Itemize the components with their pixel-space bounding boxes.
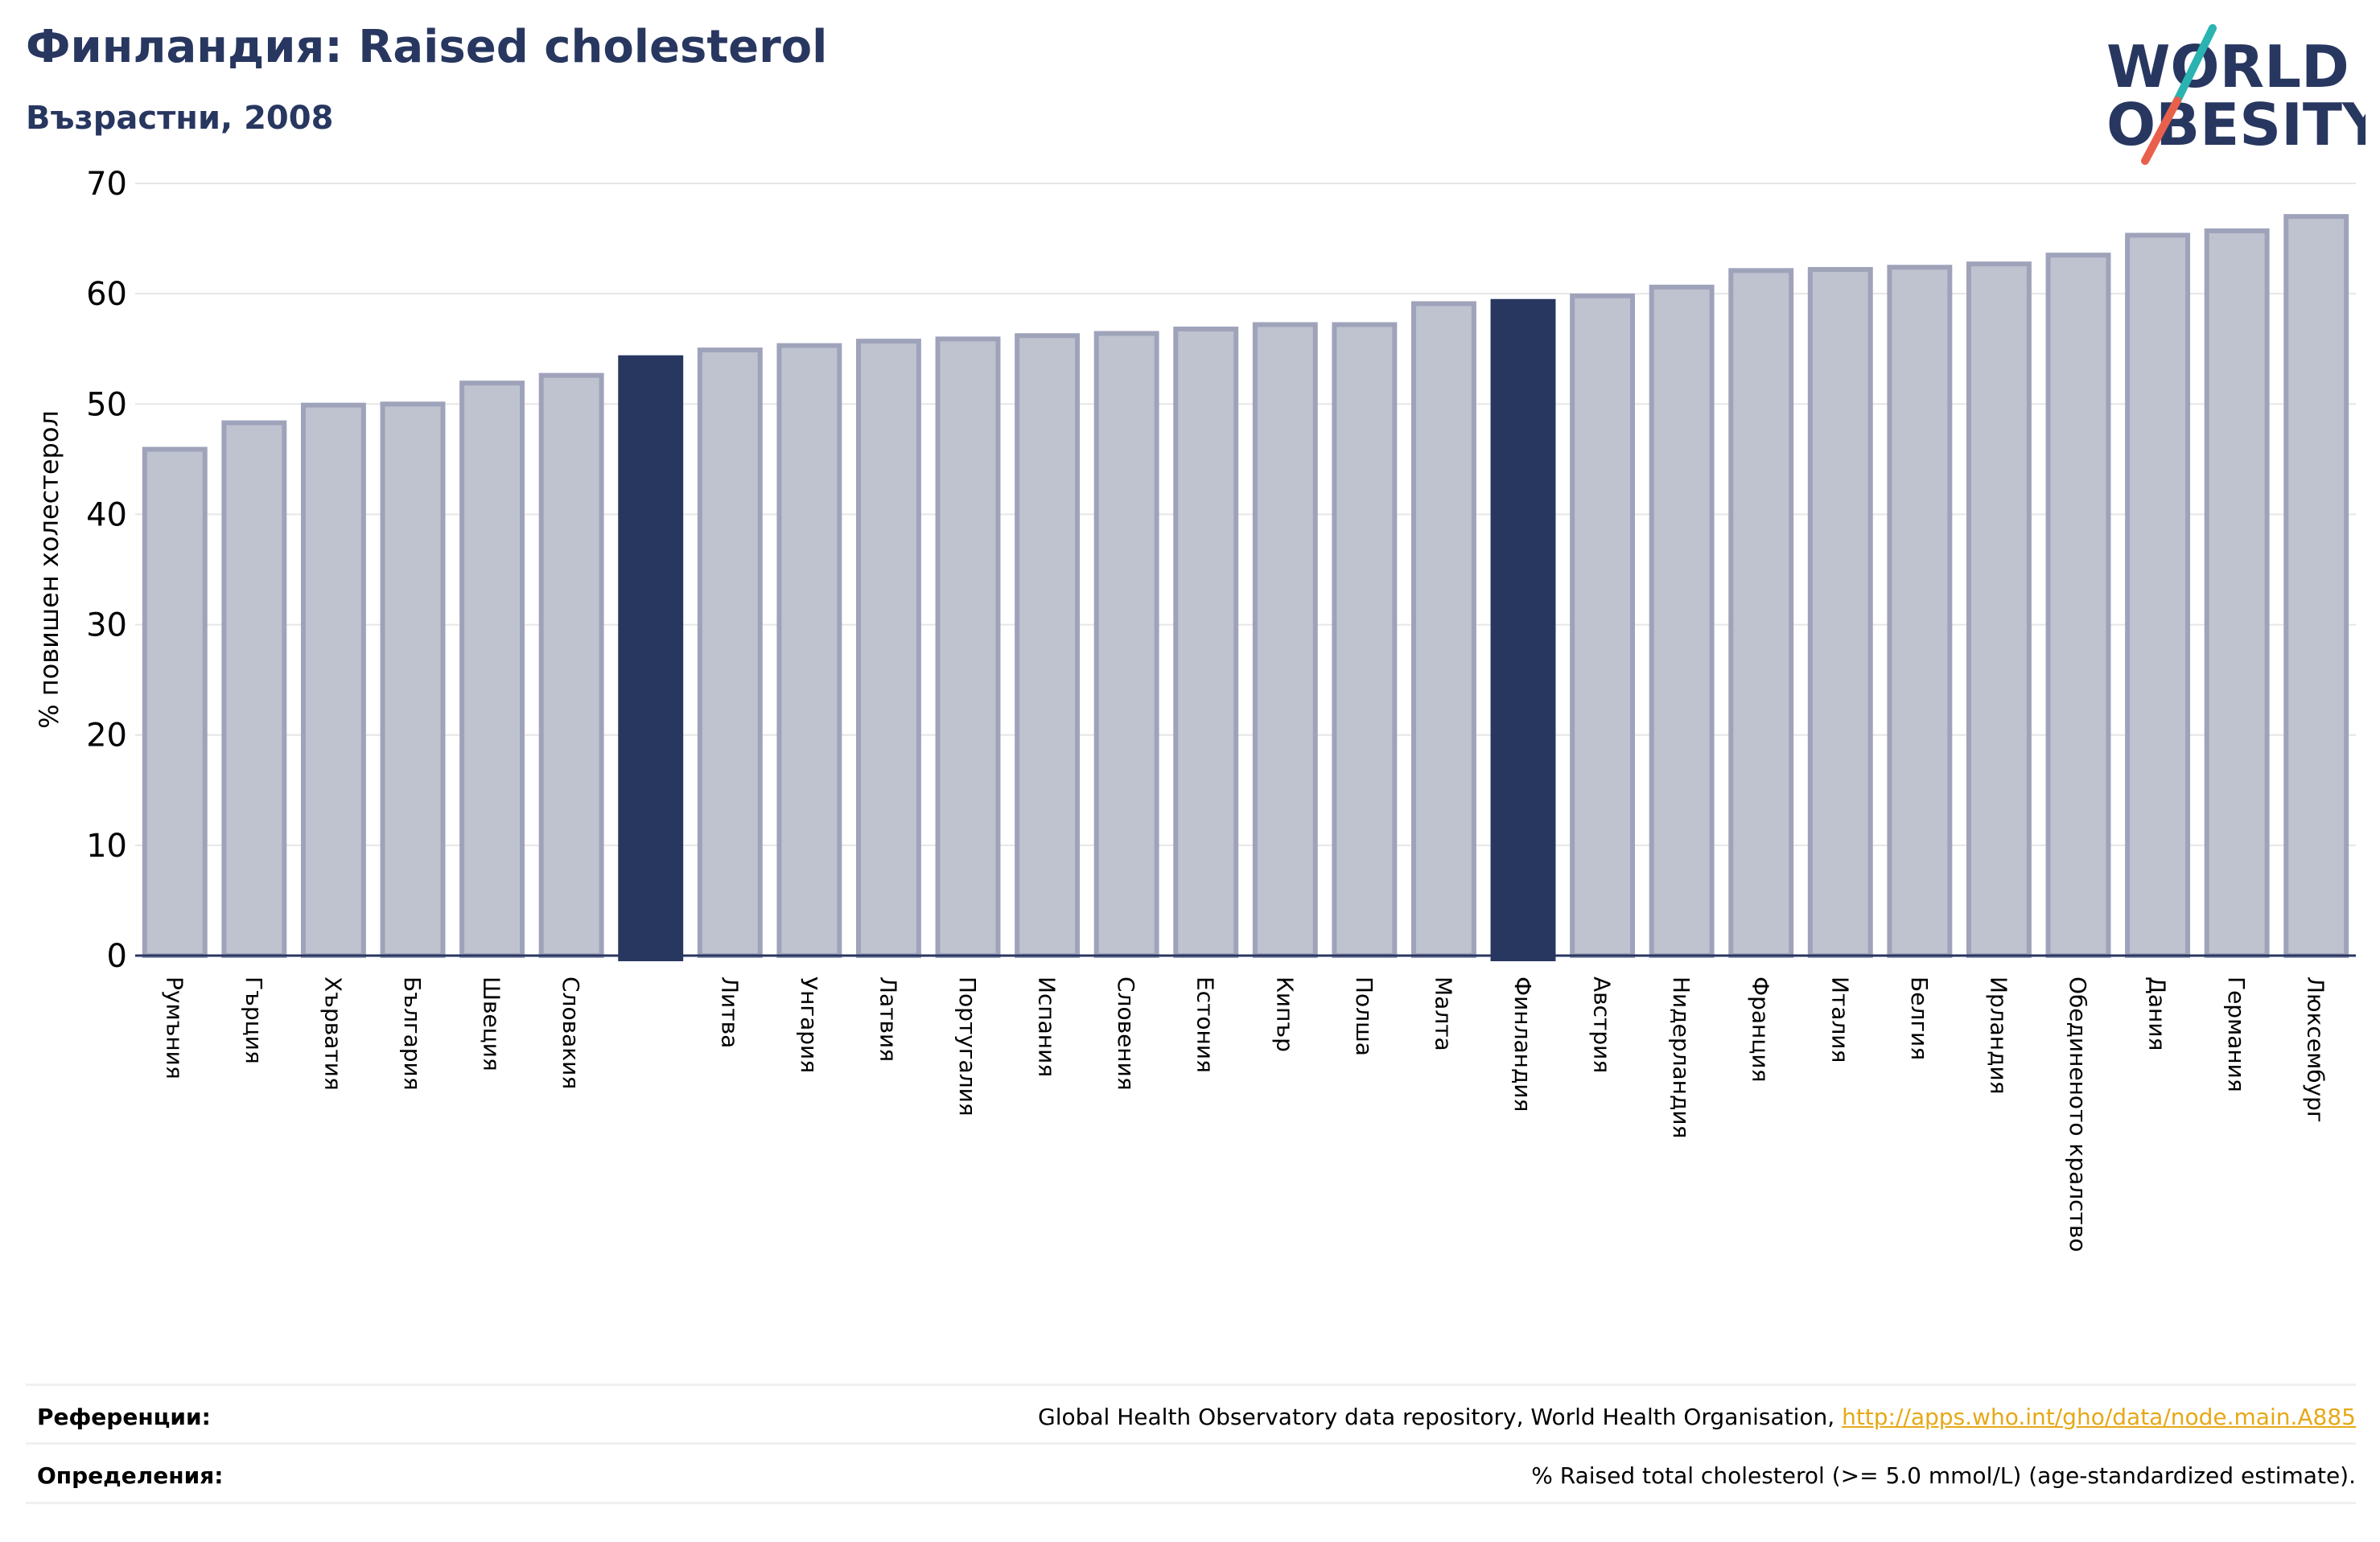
bar — [1807, 266, 1873, 958]
definitions-label: Определения: — [37, 1462, 224, 1489]
x-tick-label: Нидерландия — [1668, 977, 1694, 1138]
references-value: Global Health Observatory data repositor… — [1038, 1404, 2356, 1430]
references-label: Референции: — [37, 1404, 211, 1430]
x-tick-label: Кипър — [1271, 977, 1298, 1052]
bar — [1173, 327, 1239, 958]
x-tick-label: Белгия — [1906, 977, 1933, 1060]
x-tick-label: Испания — [1034, 977, 1060, 1077]
y-tick-label: 20 — [86, 718, 127, 755]
x-tick-label: Естония — [1192, 977, 1219, 1073]
chart-title: Финландия: Raised cholesterol — [26, 21, 828, 73]
bar — [1490, 298, 1556, 961]
x-tick-label: Латвия — [875, 977, 901, 1062]
x-tick-label: Финландия — [1509, 977, 1536, 1112]
x-tick-label: България — [399, 977, 426, 1091]
y-axis-label: % повишен холестерол — [34, 410, 64, 729]
x-tick-label: Унгария — [796, 977, 822, 1073]
x-tick-label: Обединеното кралство — [2065, 977, 2091, 1252]
references-row: Референции: Global Health Observatory da… — [26, 1384, 2356, 1442]
bar — [300, 402, 366, 958]
x-tick-label: Гърция — [241, 977, 267, 1064]
x-tick-label: Хърватия — [319, 977, 346, 1091]
x-tick-label: Португалия — [954, 977, 981, 1116]
x-tick-label: Ирландия — [1985, 977, 2011, 1094]
bar — [1332, 322, 1398, 958]
x-tick-label: Словения — [1113, 977, 1139, 1091]
x-tick-label: Полша — [1351, 977, 1377, 1056]
bar — [1252, 322, 1318, 958]
logo-line1: WORLD — [2106, 33, 2349, 101]
bar — [2204, 228, 2270, 958]
x-tick-label: Франция — [1748, 977, 1774, 1082]
bar — [1966, 261, 2032, 959]
definitions-value: % Raised total cholesterol (>= 5.0 mmol/… — [1531, 1462, 2356, 1489]
x-tick-label: Литва — [716, 977, 743, 1048]
bar — [1093, 331, 1159, 958]
bar — [618, 355, 684, 961]
world-obesity-logo: WORLD OBESITY — [2106, 24, 2366, 165]
logo-slash-top — [2173, 24, 2217, 105]
x-tick-label: Дания — [2144, 977, 2171, 1051]
x-tick-label: Малта — [1430, 977, 1456, 1051]
bar — [142, 446, 208, 958]
logo-slash-bottom — [2141, 97, 2181, 165]
bar — [1728, 268, 1794, 959]
y-tick-label: 70 — [86, 166, 127, 203]
chart-subtitle: Възрастни, 2008 — [26, 100, 334, 137]
x-tick-label: Германия — [2223, 977, 2250, 1092]
bar — [380, 401, 446, 958]
definitions-row: Определения: % Raised total cholesterol … — [26, 1442, 2356, 1501]
bar — [1887, 265, 1953, 958]
footer-divider — [26, 1502, 2356, 1504]
y-tick-label: 40 — [86, 496, 127, 533]
bar — [538, 372, 604, 958]
x-tick-label: Люксембург — [2303, 977, 2329, 1123]
y-tick-label: 60 — [86, 276, 127, 313]
y-tick-label: 30 — [86, 607, 127, 644]
bar — [221, 420, 287, 958]
references-text: Global Health Observatory data repositor… — [1038, 1404, 1843, 1430]
y-tick-label: 0 — [107, 938, 127, 975]
x-tick-label: Италия — [1826, 977, 1853, 1063]
y-tick-label: 50 — [86, 386, 127, 423]
bar — [2283, 214, 2349, 958]
bar-chart: 0 10 20 30 40 50 60 70 % повишен холестерол Румън… — [34, 166, 2356, 1252]
bar — [935, 336, 1001, 959]
bar — [459, 380, 525, 958]
x-tick-label: Швеция — [479, 977, 505, 1071]
bar — [1649, 284, 1715, 958]
bar — [2125, 232, 2191, 958]
bar — [1570, 293, 1636, 958]
references-link[interactable]: http://apps.who.int/gho/data/node.main.A… — [1842, 1404, 2356, 1430]
x-tick-label: Австрия — [1589, 977, 1616, 1073]
bar — [697, 347, 763, 959]
bar — [1410, 301, 1476, 958]
bar — [2045, 253, 2111, 958]
x-tick-label: Румъния — [161, 977, 187, 1079]
bar — [776, 343, 842, 959]
bar — [855, 339, 921, 959]
bar — [1015, 333, 1081, 958]
y-tick-label: 10 — [86, 828, 127, 865]
x-tick-label: Словакия — [558, 977, 584, 1089]
